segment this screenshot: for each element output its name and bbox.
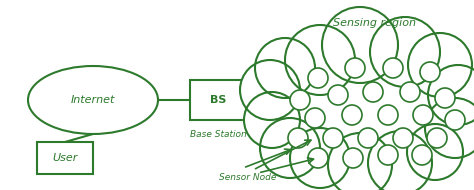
Circle shape <box>412 145 432 165</box>
Circle shape <box>290 90 310 110</box>
Circle shape <box>363 82 383 102</box>
Circle shape <box>288 128 308 148</box>
Ellipse shape <box>28 66 158 134</box>
Circle shape <box>383 58 403 78</box>
Bar <box>190 80 246 120</box>
Circle shape <box>345 58 365 78</box>
Circle shape <box>393 128 413 148</box>
Circle shape <box>328 133 392 190</box>
Circle shape <box>342 105 362 125</box>
Circle shape <box>240 60 300 120</box>
Circle shape <box>300 40 440 180</box>
Circle shape <box>285 25 355 95</box>
Circle shape <box>322 7 398 83</box>
Text: Internet: Internet <box>71 95 115 105</box>
Text: Sensor Node: Sensor Node <box>219 173 277 182</box>
Circle shape <box>343 148 363 168</box>
Bar <box>37 142 93 174</box>
Circle shape <box>407 124 463 180</box>
Circle shape <box>260 118 320 178</box>
Circle shape <box>413 105 433 125</box>
Text: Sensing region: Sensing region <box>334 18 417 28</box>
Text: User: User <box>52 153 78 163</box>
Circle shape <box>255 38 315 98</box>
Circle shape <box>370 17 440 87</box>
Circle shape <box>408 33 472 97</box>
Circle shape <box>420 62 440 82</box>
Circle shape <box>378 145 398 165</box>
Circle shape <box>290 128 350 188</box>
Circle shape <box>308 68 328 88</box>
Circle shape <box>308 148 328 168</box>
Circle shape <box>400 82 420 102</box>
Circle shape <box>378 105 398 125</box>
Text: BS: BS <box>210 95 226 105</box>
Circle shape <box>445 110 465 130</box>
Circle shape <box>435 88 455 108</box>
Circle shape <box>368 131 432 190</box>
Text: Base Station: Base Station <box>190 130 246 139</box>
Circle shape <box>323 128 343 148</box>
Circle shape <box>328 85 348 105</box>
Circle shape <box>358 128 378 148</box>
Circle shape <box>427 128 447 148</box>
Circle shape <box>428 65 474 125</box>
Circle shape <box>425 98 474 158</box>
Circle shape <box>244 92 300 148</box>
Circle shape <box>305 108 325 128</box>
